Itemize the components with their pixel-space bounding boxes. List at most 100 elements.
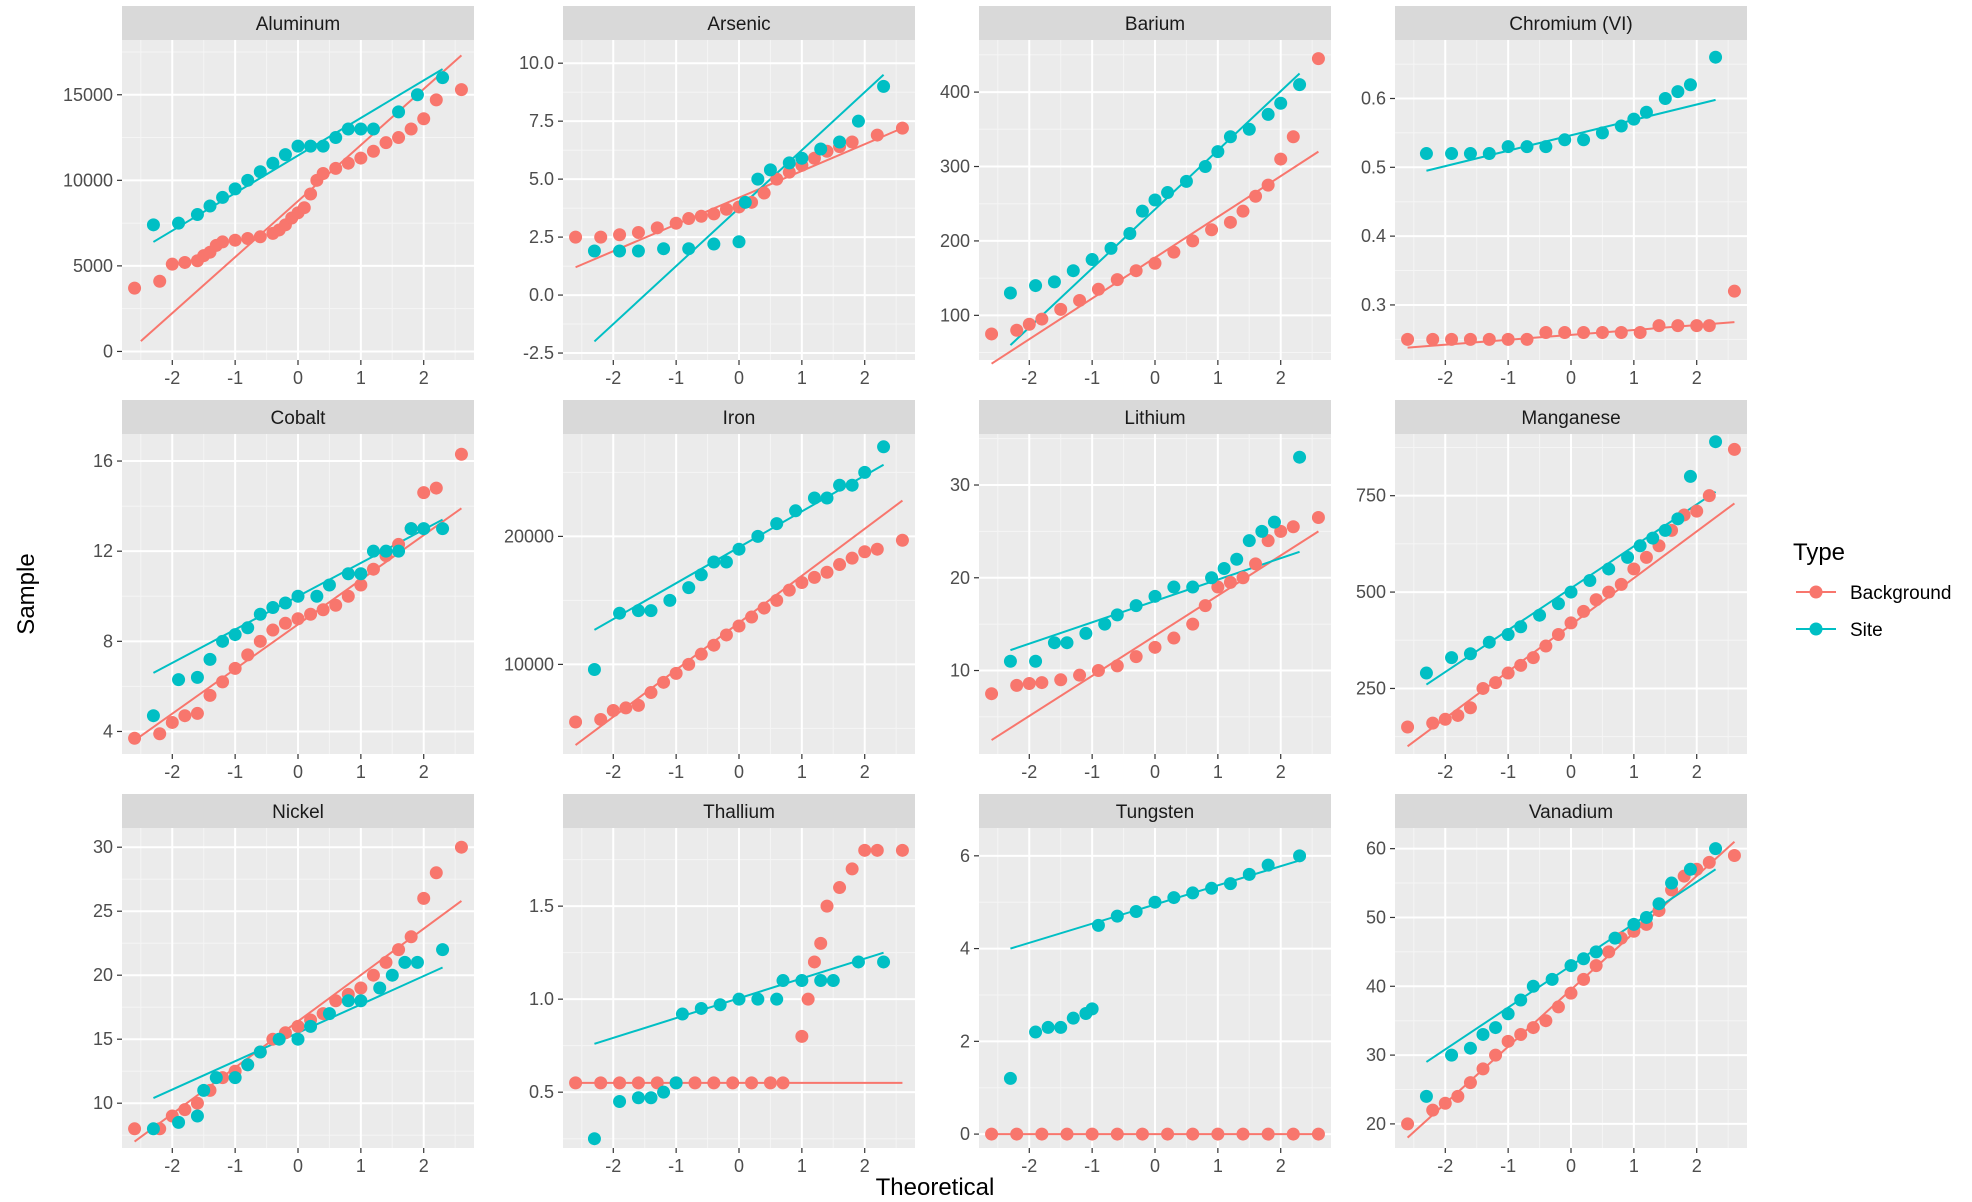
site-point: [310, 589, 324, 603]
background-point: [366, 968, 380, 982]
background-point: [1085, 1127, 1099, 1141]
panel-title: Nickel: [272, 802, 324, 823]
site-point: [322, 578, 336, 592]
strip-background: [563, 794, 915, 828]
x-tick-label: -2: [164, 762, 180, 782]
site-point: [1129, 904, 1143, 918]
background-point: [569, 230, 583, 244]
site-point: [1205, 881, 1219, 895]
background-point: [644, 686, 658, 700]
background-point: [1236, 204, 1250, 218]
site-point: [657, 242, 671, 256]
background-point: [454, 83, 468, 97]
background-point: [128, 731, 142, 745]
site-point: [1633, 539, 1647, 553]
background-reference-line: [140, 54, 463, 342]
site-point: [1242, 122, 1256, 136]
panel-nickel: Nickel 10 15 20 25 30 -2 -1 0 1 2: [93, 794, 474, 1176]
background-point: [1060, 1127, 1074, 1141]
site-point: [354, 122, 368, 136]
site-point: [291, 589, 305, 603]
y-tick-label: 0.5: [1361, 157, 1386, 177]
site-point: [1261, 858, 1275, 872]
panel-title: Arsenic: [707, 14, 770, 35]
x-tick-label: 0: [1566, 368, 1576, 388]
x-tick-label: 1: [1629, 1156, 1639, 1176]
background-point: [316, 603, 330, 617]
site-point: [858, 465, 872, 479]
site-point: [814, 142, 828, 156]
panel-title: Tungsten: [1116, 802, 1195, 823]
y-tick-label: 100: [940, 305, 970, 325]
background-point: [1514, 1027, 1528, 1041]
background-point: [417, 891, 431, 905]
site-point: [1179, 174, 1193, 188]
y-tick-label: 6: [960, 846, 970, 866]
background-point: [820, 899, 834, 913]
x-tick-label: -1: [1084, 1156, 1100, 1176]
site-point: [1274, 96, 1288, 110]
x-tick-label: 2: [419, 1156, 429, 1176]
background-point: [1286, 520, 1300, 534]
site-point: [814, 974, 828, 988]
legend-title: Type: [1793, 539, 1845, 566]
x-tick-label: -1: [1500, 1156, 1516, 1176]
site-point: [1564, 959, 1578, 973]
background-point: [153, 727, 167, 741]
site-point: [1186, 580, 1200, 594]
site-point: [663, 593, 677, 607]
background-point: [291, 1019, 305, 1033]
x-tick-label: 2: [1692, 1156, 1702, 1176]
background-point: [1520, 332, 1534, 346]
background-point: [719, 202, 733, 216]
site-point: [1501, 140, 1515, 154]
background-point: [1463, 701, 1477, 715]
x-tick-label: -1: [1500, 762, 1516, 782]
background-point: [707, 207, 721, 221]
site-point: [172, 216, 186, 230]
background-point: [454, 447, 468, 461]
site-point: [392, 105, 406, 119]
background-point: [1727, 849, 1741, 863]
y-tick-label: 200: [940, 231, 970, 251]
background-point: [329, 994, 343, 1008]
x-tick-label: -1: [1500, 368, 1516, 388]
background-point: [1211, 580, 1225, 594]
site-point: [1482, 147, 1496, 161]
background-point: [1286, 1127, 1300, 1141]
site-point: [782, 156, 796, 170]
background-point: [1110, 1127, 1124, 1141]
x-tick-label: 0: [1150, 1156, 1160, 1176]
site-point: [587, 244, 601, 258]
background-point: [870, 843, 884, 857]
panel-tungsten: Tungsten 0 2 4 6 -2 -1 0 1 2: [960, 794, 1331, 1176]
site-point: [241, 1058, 255, 1072]
site-point: [1230, 552, 1244, 566]
site-point: [1583, 574, 1597, 588]
background-point: [1702, 319, 1716, 333]
x-tick-label: 0: [293, 1156, 303, 1176]
background-point: [297, 201, 311, 215]
site-point: [1003, 654, 1017, 668]
background-point: [1526, 1021, 1540, 1035]
site-point: [1639, 105, 1653, 119]
x-tick-label: 1: [356, 1156, 366, 1176]
site-point: [1539, 140, 1553, 154]
site-point: [669, 1076, 683, 1090]
background-point: [569, 1076, 583, 1090]
site-point: [751, 529, 765, 543]
site-point: [373, 981, 387, 995]
background-point: [329, 598, 343, 612]
background-point: [770, 172, 784, 186]
background-point: [807, 955, 821, 969]
site-point: [216, 634, 230, 648]
background-point: [1589, 959, 1603, 973]
y-tick-label: 20: [950, 568, 970, 588]
x-tick-label: 0: [734, 762, 744, 782]
background-point: [278, 616, 292, 630]
background-point: [228, 661, 242, 675]
x-tick-label: -1: [227, 368, 243, 388]
background-point: [203, 688, 217, 702]
x-tick-label: -2: [1021, 762, 1037, 782]
